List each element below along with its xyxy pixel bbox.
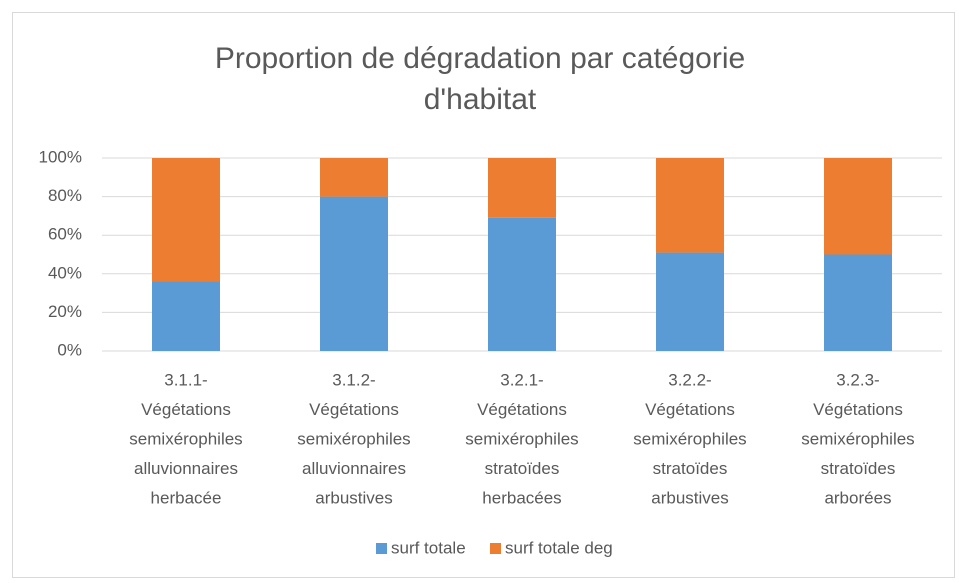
y-tick-label: 40% [48, 263, 82, 282]
x-tick-label: stratoïdes [653, 459, 728, 478]
bar-segment [320, 196, 388, 351]
x-tick-label: stratoïdes [821, 459, 896, 478]
x-tick-label: 3.2.2- [668, 370, 711, 389]
bar-segment [824, 254, 892, 351]
x-tick-label: arbustives [315, 488, 392, 507]
y-tick-label: 0% [57, 340, 82, 359]
x-tick-label: stratoïdes [485, 459, 560, 478]
x-tick-label: semixérophiles [297, 429, 410, 448]
y-tick-label: 20% [48, 302, 82, 321]
bar-segment [656, 158, 724, 253]
y-tick-label: 80% [48, 186, 82, 205]
x-tick-label: alluvionnaires [134, 459, 238, 478]
x-tick-label: Végétations [309, 400, 399, 419]
x-tick-label: Végétations [813, 400, 903, 419]
x-tick-label: semixérophiles [465, 429, 578, 448]
x-tick-label: Végétations [141, 400, 231, 419]
bar-segment [488, 217, 556, 351]
chart-title: Proportion de dégradation par catégorie … [214, 42, 746, 116]
y-tick-label: 60% [48, 225, 82, 244]
y-tick-label: 100% [39, 147, 82, 166]
x-tick-label: 3.2.3- [836, 370, 879, 389]
bar-segment [152, 158, 220, 282]
bar-segment [824, 158, 892, 255]
legend-label: surf totale [391, 538, 466, 557]
x-tick-label: 3.1.2- [332, 370, 375, 389]
x-tick-label: semixérophiles [801, 429, 914, 448]
x-tick-label: 3.1.1- [164, 370, 207, 389]
x-tick-label: herbacée [151, 488, 222, 507]
bar-segment [488, 158, 556, 218]
legend-swatch [490, 543, 501, 554]
bar-segment [152, 281, 220, 351]
bar-segment [656, 252, 724, 351]
x-tick-label: semixérophiles [633, 429, 746, 448]
x-tick-label: arbustives [651, 488, 728, 507]
x-tick-label: Végétations [477, 400, 567, 419]
x-tick-label: Végétations [645, 400, 735, 419]
x-tick-label: 3.2.1- [500, 370, 543, 389]
legend-swatch [376, 543, 387, 554]
bar-segment [320, 158, 388, 197]
x-tick-label: arborées [824, 488, 891, 507]
x-tick-label: herbacées [482, 488, 561, 507]
x-tick-label: alluvionnaires [302, 459, 406, 478]
legend-label: surf totale deg [505, 538, 613, 557]
x-tick-label: semixérophiles [129, 429, 242, 448]
